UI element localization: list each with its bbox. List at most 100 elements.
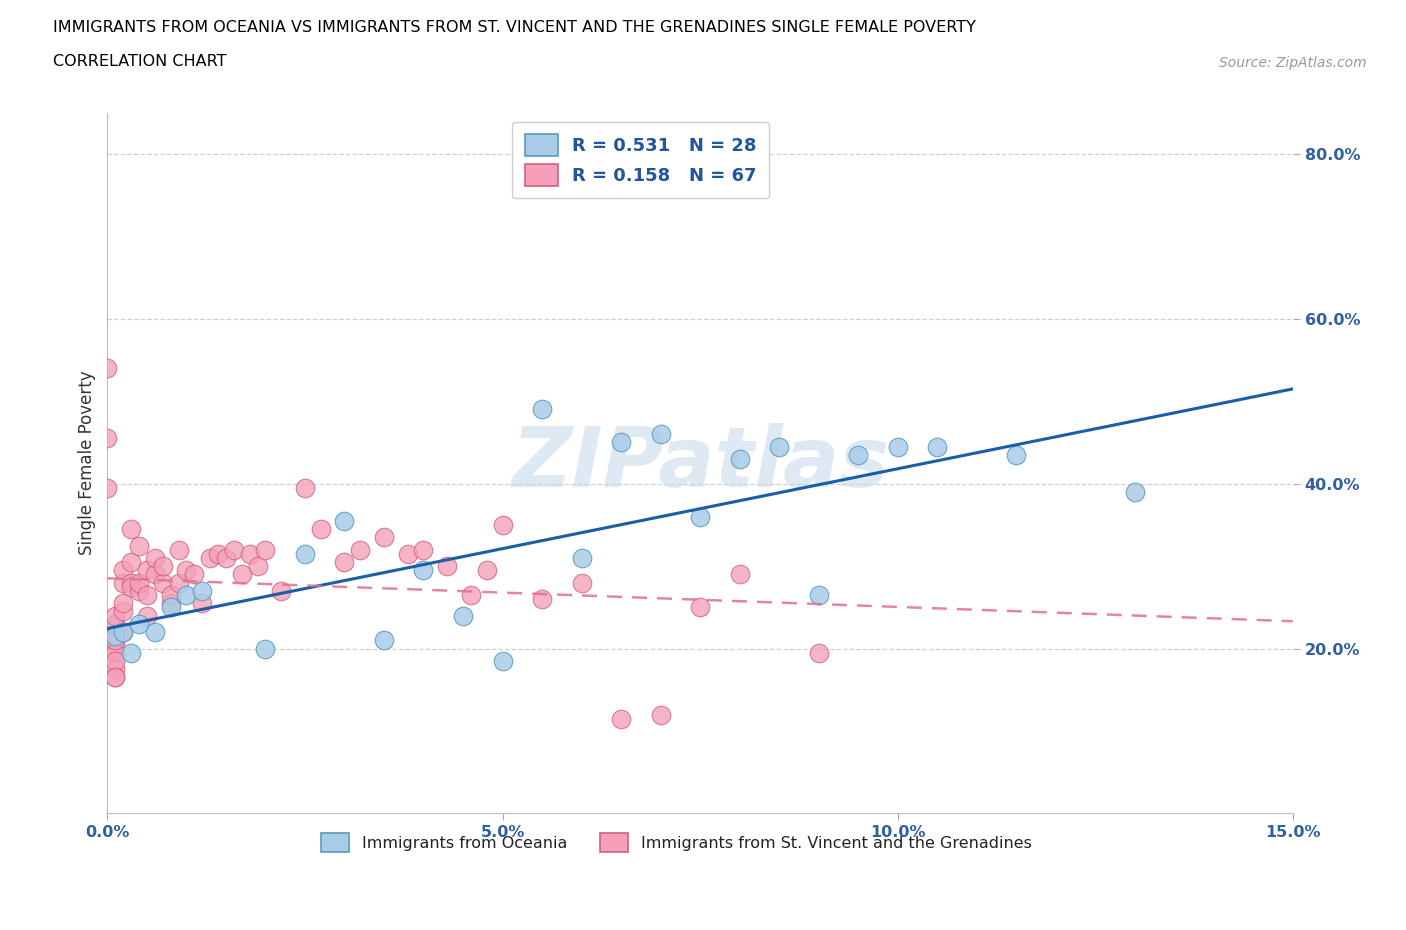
Point <box>412 563 434 578</box>
Point <box>104 645 127 660</box>
Point <box>143 551 166 565</box>
Point <box>460 588 482 603</box>
Point <box>886 439 908 454</box>
Point <box>159 596 181 611</box>
Point <box>215 551 238 565</box>
Point <box>104 670 127 684</box>
Point <box>120 554 142 569</box>
Point <box>207 546 229 561</box>
Legend: Immigrants from Oceania, Immigrants from St. Vincent and the Grenadines: Immigrants from Oceania, Immigrants from… <box>315 827 1039 858</box>
Y-axis label: Single Female Poverty: Single Female Poverty <box>79 371 96 555</box>
Point <box>231 567 253 582</box>
Text: ZIPatlas: ZIPatlas <box>512 422 889 503</box>
Point <box>104 670 127 684</box>
Point <box>349 542 371 557</box>
Point <box>451 608 474 623</box>
Point <box>333 554 356 569</box>
Text: Source: ZipAtlas.com: Source: ZipAtlas.com <box>1219 56 1367 70</box>
Point <box>254 641 277 656</box>
Point <box>491 517 513 532</box>
Point <box>104 662 127 677</box>
Point <box>104 633 127 648</box>
Point <box>294 481 316 496</box>
Point <box>491 654 513 669</box>
Point <box>96 481 118 496</box>
Point <box>135 608 157 623</box>
Point <box>246 559 269 574</box>
Point <box>650 427 672 442</box>
Point <box>120 579 142 594</box>
Point <box>396 546 419 561</box>
Point <box>254 542 277 557</box>
Point <box>167 575 190 590</box>
Text: CORRELATION CHART: CORRELATION CHART <box>53 54 226 69</box>
Text: IMMIGRANTS FROM OCEANIA VS IMMIGRANTS FROM ST. VINCENT AND THE GRENADINES SINGLE: IMMIGRANTS FROM OCEANIA VS IMMIGRANTS FR… <box>53 20 976 35</box>
Point <box>333 513 356 528</box>
Point <box>1005 447 1028 462</box>
Point <box>270 583 292 598</box>
Point <box>531 402 554 417</box>
Point <box>104 629 127 644</box>
Point <box>309 522 332 537</box>
Point <box>571 575 593 590</box>
Point <box>183 567 205 582</box>
Point <box>143 625 166 640</box>
Point <box>807 588 830 603</box>
Point <box>846 447 869 462</box>
Point <box>436 559 458 574</box>
Point <box>104 654 127 669</box>
Point <box>104 645 127 660</box>
Point <box>104 637 127 652</box>
Point <box>191 583 214 598</box>
Point <box>120 575 142 590</box>
Point <box>294 546 316 561</box>
Point <box>120 522 142 537</box>
Point <box>104 617 127 631</box>
Point <box>128 538 150 553</box>
Point <box>191 596 214 611</box>
Point <box>571 551 593 565</box>
Point <box>222 542 245 557</box>
Point <box>128 575 150 590</box>
Point <box>112 604 135 619</box>
Point <box>128 583 150 598</box>
Point <box>412 542 434 557</box>
Point <box>373 530 395 545</box>
Point <box>112 625 135 640</box>
Point <box>96 361 118 376</box>
Point <box>373 633 395 648</box>
Point <box>475 563 498 578</box>
Point <box>239 546 262 561</box>
Point <box>104 608 127 623</box>
Point <box>159 600 181 615</box>
Point <box>112 596 135 611</box>
Point <box>112 575 135 590</box>
Point <box>112 625 135 640</box>
Point <box>650 707 672 722</box>
Point <box>610 435 633 450</box>
Point <box>96 431 118 445</box>
Point <box>135 588 157 603</box>
Point <box>728 567 751 582</box>
Point <box>152 575 174 590</box>
Point <box>689 600 711 615</box>
Point <box>143 567 166 582</box>
Point <box>159 588 181 603</box>
Point <box>104 629 127 644</box>
Point <box>112 563 135 578</box>
Point <box>689 510 711 525</box>
Point <box>1123 485 1146 499</box>
Point <box>768 439 790 454</box>
Point <box>610 711 633 726</box>
Point <box>531 591 554 606</box>
Point <box>128 617 150 631</box>
Point <box>167 542 190 557</box>
Point <box>728 451 751 466</box>
Point <box>120 645 142 660</box>
Point <box>152 559 174 574</box>
Point <box>807 645 830 660</box>
Point <box>135 563 157 578</box>
Point <box>176 588 198 603</box>
Point <box>927 439 949 454</box>
Point <box>198 551 221 565</box>
